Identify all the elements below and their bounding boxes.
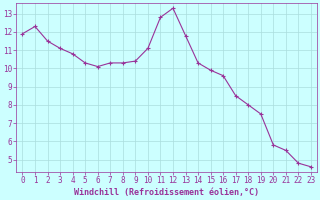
X-axis label: Windchill (Refroidissement éolien,°C): Windchill (Refroidissement éolien,°C) — [74, 188, 259, 197]
